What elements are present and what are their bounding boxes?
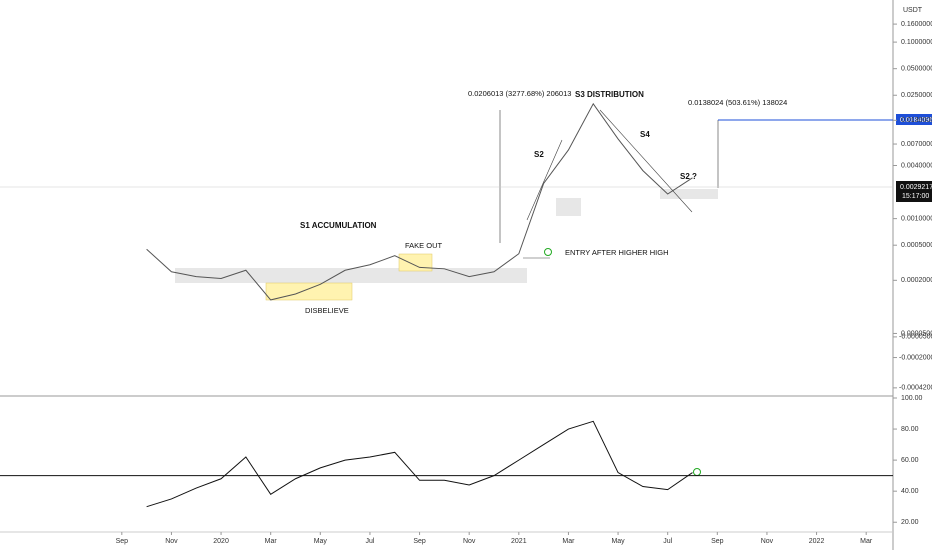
unit-label: USDT (903, 7, 923, 14)
x-tick-label: Mar (562, 538, 575, 545)
x-tick-label: Mar (860, 538, 873, 545)
x-tick-label: 2021 (511, 538, 527, 545)
x-tick-label: May (611, 538, 625, 545)
annotation: S2 ? (680, 172, 697, 181)
x-tick-label: Mar (265, 538, 278, 545)
accumulation-zone (175, 268, 527, 283)
y-tick-label: 0.0250000 (901, 92, 932, 99)
y-tick-label: 80.00 (901, 426, 919, 433)
x-tick-label: May (314, 538, 328, 545)
annotation: DISBELIEVE (305, 306, 349, 315)
zone (556, 198, 581, 216)
price-badge (896, 181, 932, 202)
target-price: 0.0184096 (900, 117, 932, 124)
x-tick-label: Sep (711, 538, 724, 545)
annotation: 0.0138024 (503.61%) 138024 (688, 98, 787, 107)
current-time: 15:17:00 (902, 193, 929, 200)
trend-line (599, 109, 693, 213)
y-tick-label: 40.00 (901, 488, 919, 495)
x-tick-label: 2020 (213, 538, 229, 545)
y-tick-label: 100.00 (901, 395, 923, 402)
series-line (146, 420, 693, 508)
x-tick-label: Nov (165, 538, 178, 545)
x-tick-label: Sep (413, 538, 426, 545)
y-tick-label: 0.0130000 (901, 117, 932, 124)
x-tick-label: Jul (365, 538, 374, 545)
y-tick-label: 60.00 (901, 457, 919, 464)
y-tick-label: 0.1000000 (901, 39, 932, 46)
fakeout-zone (398, 253, 433, 272)
y-tick-label: 20.00 (901, 519, 919, 526)
annotation: 0.0206013 (3277.68%) 206013 (468, 89, 571, 98)
y-tick-label: 0.0040000 (901, 162, 932, 169)
zone (660, 189, 718, 199)
annotation: S4 (640, 130, 650, 139)
x-tick-label: Nov (761, 538, 774, 545)
x-tick-label: Jul (663, 538, 672, 545)
annotation: FAKE OUT (405, 241, 443, 250)
entry-marker (544, 248, 552, 256)
y-tick-label: 0.0005000 (901, 242, 932, 249)
annotation: S3 DISTRIBUTION (575, 90, 644, 99)
y-tick-label: 0.0010000 (901, 215, 932, 222)
y-tick-label: 0.1600000 (901, 21, 932, 28)
y-tick-label: 0.0070000 (901, 141, 932, 148)
y2-tick-label: -0.0000500 (899, 334, 932, 341)
y-tick-label: 0.0000500 (901, 330, 932, 337)
y2-tick-label: -0.0002000 (899, 354, 932, 361)
annotation: S2 (534, 150, 544, 159)
x-tick-label: Nov (463, 538, 476, 545)
annotation: S1 ACCUMULATION (300, 221, 377, 230)
x-tick-label: Sep (116, 538, 129, 545)
annotation: ENTRY AFTER HIGHER HIGH (565, 248, 669, 257)
target-badge (896, 114, 932, 125)
y-tick-label: 0.0002000 (901, 277, 932, 284)
y2-tick-label: -0.0004200 (899, 385, 932, 392)
current-price: 0.0029217 (900, 184, 932, 191)
y-tick-label: 0.0500000 (901, 66, 932, 73)
trend-arrow (526, 139, 563, 221)
x-tick-label: 2022 (809, 538, 825, 545)
series-line (146, 102, 693, 301)
